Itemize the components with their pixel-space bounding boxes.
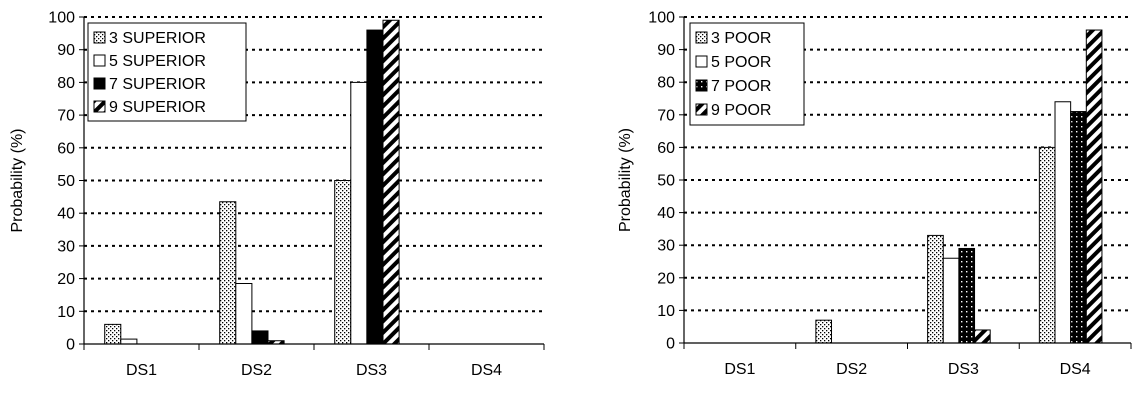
legend-swatch [695,55,708,68]
x-tick-label: DS1 [126,362,157,379]
y-tick-label: 20 [57,271,75,288]
bar [104,323,122,345]
legend-swatch [93,100,106,113]
x-tick-label: DS2 [241,362,272,379]
y-tick-label: 100 [648,10,675,27]
y-tick-label: 90 [657,42,675,59]
legend-label: 7 POOR [711,78,771,95]
bar [1038,146,1056,344]
y-tick-label: 70 [57,108,75,125]
bar [942,257,960,344]
y-axis-label: Probability (%) [9,128,26,232]
y-tick-label: 100 [48,10,75,27]
y-tick-label: 30 [57,238,75,255]
y-axis-label: Probability (%) [617,128,634,232]
legend-label: 7 SUPERIOR [109,76,206,93]
bar [958,247,976,344]
bar [815,319,833,344]
y-tick-label: 50 [657,173,675,190]
x-tick-label: DS1 [724,361,755,378]
y-tick-label: 40 [657,205,675,222]
bar [251,330,269,345]
y-tick-label: 80 [57,75,75,92]
legend-swatch [695,103,708,116]
y-tick-label: 10 [657,303,675,320]
legend-label: 5 POOR [711,54,771,71]
bar [1054,101,1072,344]
y-tick-label: 80 [657,75,675,92]
y-tick-label: 60 [657,140,675,157]
y-tick-label: 0 [666,336,675,353]
x-tick-label: DS2 [836,361,867,378]
legend-swatch [93,77,106,90]
x-tick-label: DS3 [948,361,979,378]
legend-label: 3 SUPERIOR [109,30,206,47]
legend-label: 9 SUPERIOR [109,99,206,116]
bar [927,234,944,344]
y-tick-label: 60 [57,140,75,157]
legend-box [689,22,805,126]
bar [1085,29,1103,344]
y-tick-label: 40 [57,206,75,223]
bar [974,329,991,344]
y-tick-label: 90 [57,42,75,59]
y-tick-label: 70 [657,107,675,124]
x-tick-label: DS4 [1060,361,1091,378]
y-tick-label: 0 [66,337,75,354]
superior-chart: 0 10 20 30 40 50 60 70 80 90 100 DS1 DS2 DS3 DS4 Probab… [9,10,545,379]
bar [366,29,384,345]
bar [235,283,253,345]
x-tick-label: DS3 [356,362,387,379]
bar [350,81,368,345]
poor-chart: 0 10 20 30 40 50 60 70 80 90 100 DS1 DS2 DS3 DS4 Probab… [617,10,1132,378]
legend-label: 3 POOR [711,30,771,47]
bar [382,19,400,345]
bar [1070,111,1087,344]
legend-label: 9 POOR [711,102,771,119]
y-tick-label: 30 [657,238,675,255]
x-tick-label: DS4 [471,362,502,379]
bar [334,180,352,345]
legend-label: 5 SUPERIOR [109,53,206,70]
legend-swatch [93,54,106,67]
y-tick-label: 20 [657,270,675,287]
legend-box [87,22,247,122]
legend-swatch [93,31,106,44]
bar [120,338,138,345]
y-tick-label: 10 [57,304,75,321]
bar [219,201,237,345]
legend-swatch [695,79,708,92]
y-tick-label: 50 [57,173,75,190]
legend-swatch [695,31,708,44]
